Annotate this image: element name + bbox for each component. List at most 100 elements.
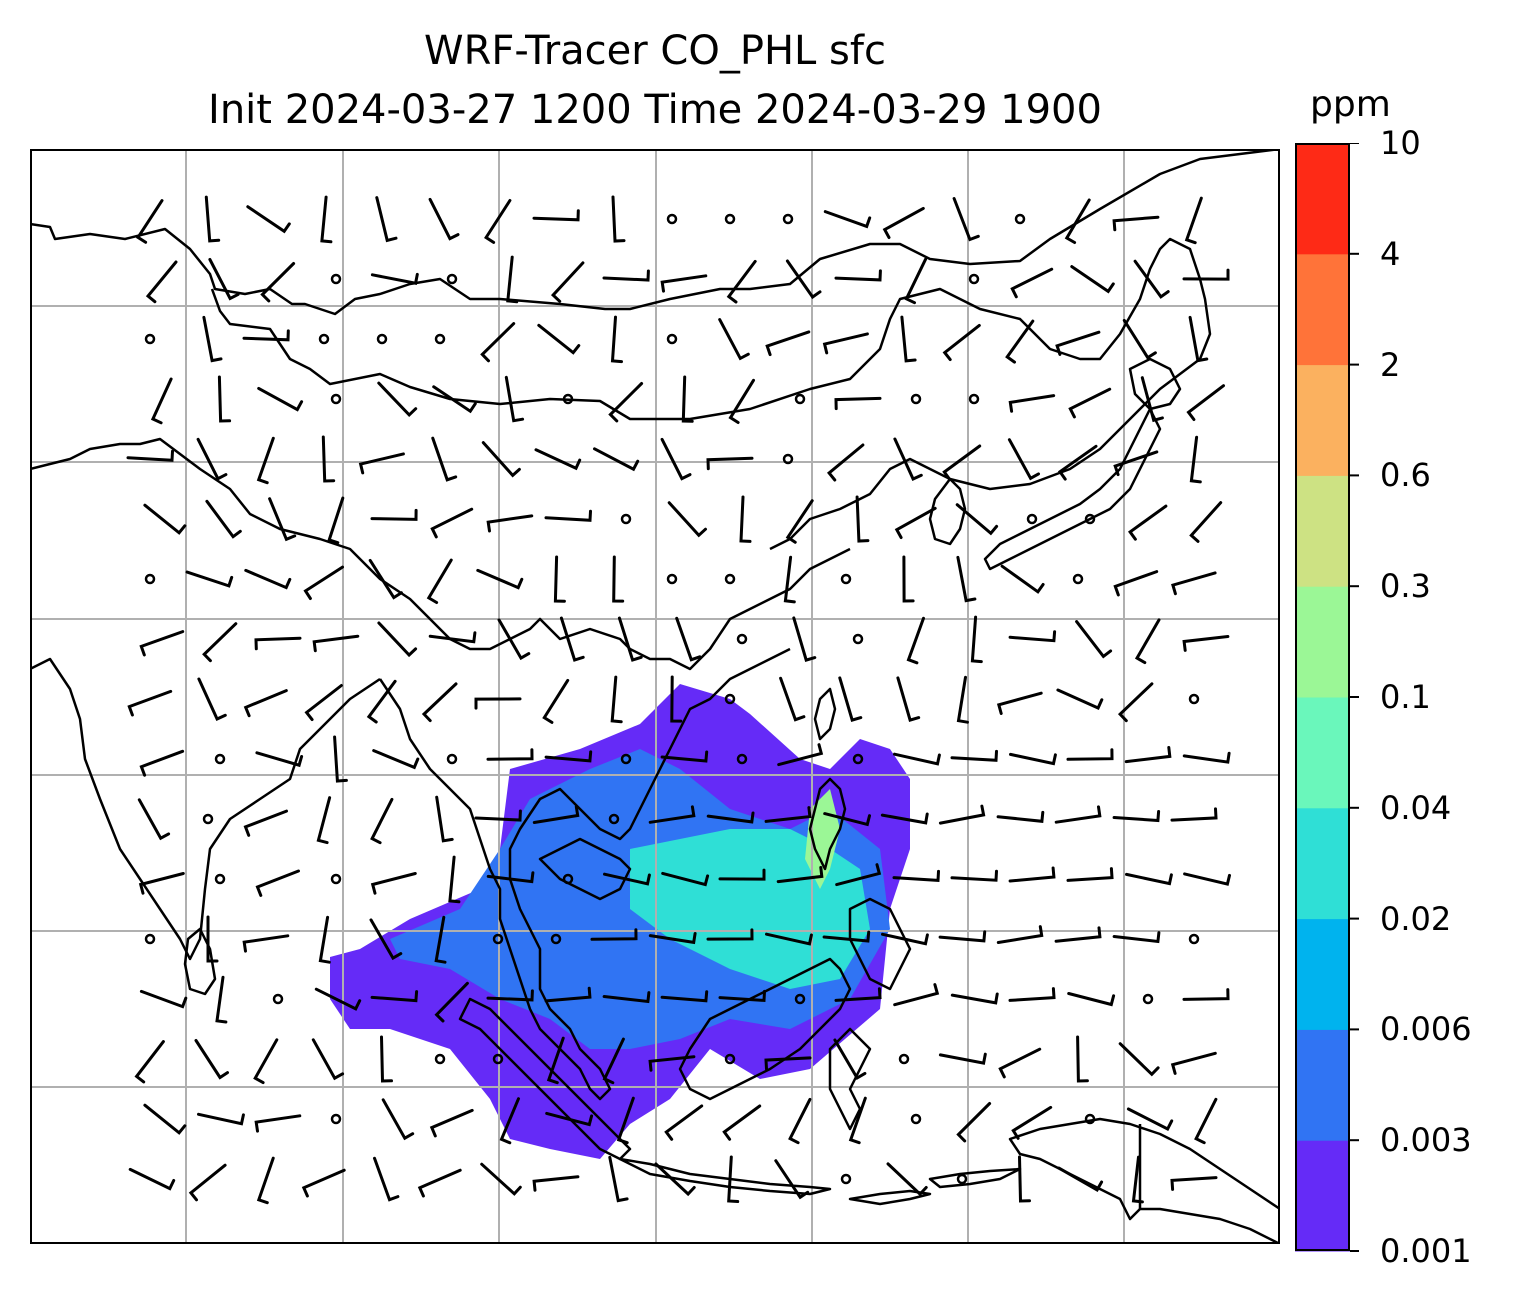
calm-circle xyxy=(1072,573,1084,585)
wind-barb xyxy=(938,1052,987,1065)
wind-barb xyxy=(312,634,360,653)
wind-barb xyxy=(834,987,882,1002)
wind-barb xyxy=(215,975,228,1024)
wind-barb xyxy=(542,678,570,724)
wind-barb xyxy=(304,684,343,722)
calm-circle xyxy=(840,573,852,585)
wind-barb xyxy=(1171,571,1217,596)
wind-barb xyxy=(1055,330,1101,356)
wind-barb xyxy=(610,315,623,364)
wind-barb xyxy=(1170,1051,1217,1075)
colorbar-segment xyxy=(1295,586,1350,698)
colorbar-tick-label: 0.006 xyxy=(1380,1010,1472,1049)
wind-barb xyxy=(783,555,796,604)
chart-title-line-1: WRF-Tracer CO_PHL sfc xyxy=(424,28,886,74)
wind-barb xyxy=(217,375,232,423)
wind-barb xyxy=(1189,501,1223,543)
wind-barb xyxy=(194,1039,229,1080)
coast-korea xyxy=(928,477,967,546)
wind-barb xyxy=(497,618,531,661)
wind-barb xyxy=(822,332,869,355)
wind-barb xyxy=(1008,630,1057,643)
wind-barb xyxy=(886,1162,928,1197)
wind-barb xyxy=(764,806,812,823)
colorbar-segment xyxy=(1295,475,1350,587)
wind-barb xyxy=(545,1111,594,1127)
calm-circle xyxy=(666,573,678,585)
calm-circle xyxy=(724,1053,736,1065)
wind-barb xyxy=(377,621,418,658)
wind-barb xyxy=(145,260,178,304)
wind-barb xyxy=(544,509,592,522)
calm-circle xyxy=(794,393,806,405)
wind-barb xyxy=(242,934,290,953)
calm-wind-circles xyxy=(144,213,1200,1185)
wind-barb xyxy=(654,1162,696,1197)
wind-barb xyxy=(429,1108,474,1138)
wind-barb xyxy=(370,797,394,845)
coastlines xyxy=(30,149,1280,1244)
wind-barb xyxy=(611,195,626,243)
colorbar-tick-label: 4 xyxy=(1380,234,1401,273)
wind-barb xyxy=(667,501,707,538)
wind-barb xyxy=(1117,682,1154,723)
wind-barb xyxy=(358,452,405,475)
wind-barb xyxy=(1184,196,1203,245)
colorbar-tick-label: 0.3 xyxy=(1380,567,1431,606)
wind-barb xyxy=(255,869,300,897)
wind-barb xyxy=(938,930,987,943)
wind-barb xyxy=(616,1096,635,1145)
calm-circle xyxy=(330,273,342,285)
wind-barb xyxy=(718,989,766,1002)
coast-japan-hokkaido xyxy=(1128,357,1182,411)
wind-barb xyxy=(553,555,566,603)
calm-circle xyxy=(144,333,156,345)
calm-circle xyxy=(852,633,864,645)
coast-lesser-sunda xyxy=(848,1189,932,1206)
wind-barb xyxy=(137,798,171,841)
wind-barb xyxy=(532,1175,580,1192)
wind-barb xyxy=(1182,635,1230,652)
wind-barb xyxy=(593,447,640,472)
wind-barb xyxy=(257,386,304,412)
colorbar-tick-label: 10 xyxy=(1380,124,1421,162)
colorbar-segment xyxy=(1295,1029,1350,1141)
wind-barb xyxy=(855,495,870,543)
calm-circle xyxy=(782,213,794,225)
calm-circle xyxy=(562,393,574,405)
wind-barb xyxy=(1113,450,1159,477)
wind-barb xyxy=(1128,504,1168,541)
wind-barb xyxy=(942,444,982,481)
chart-title-line-2: Init 2024-03-27 1200 Time 2024-03-29 190… xyxy=(208,87,1102,133)
wind-barb xyxy=(126,449,174,462)
wind-barb xyxy=(143,503,187,535)
wind-barb xyxy=(1056,688,1104,710)
wind-barb xyxy=(1010,267,1054,299)
wind-barb xyxy=(1009,752,1057,766)
wind-barb xyxy=(1018,1155,1031,1203)
wind-barb xyxy=(1000,564,1045,594)
coast-gulf-thailand xyxy=(538,837,632,901)
wind-barb xyxy=(660,274,708,293)
wind-barb xyxy=(608,1155,629,1203)
border-india-china xyxy=(30,437,851,671)
wind-barb xyxy=(135,199,164,244)
wind-barb xyxy=(481,441,521,478)
coast-sri-lanka xyxy=(183,927,217,996)
wind-barb xyxy=(950,869,998,882)
wind-barb xyxy=(610,675,623,724)
wind-barb xyxy=(486,748,534,761)
wind-barb xyxy=(550,261,585,303)
wind-barb xyxy=(421,682,458,723)
calm-circle xyxy=(968,273,980,285)
coast-philippines-south xyxy=(848,897,912,991)
calm-circle xyxy=(724,213,736,225)
colorbar-segment xyxy=(1295,143,1350,255)
wind-barb xyxy=(894,506,937,539)
wind-barb xyxy=(243,809,288,837)
wind-barb xyxy=(369,918,403,961)
wind-barb xyxy=(893,437,923,481)
calm-circle xyxy=(144,933,156,945)
wind-barb xyxy=(1183,872,1231,886)
wind-barb xyxy=(380,1035,393,1083)
